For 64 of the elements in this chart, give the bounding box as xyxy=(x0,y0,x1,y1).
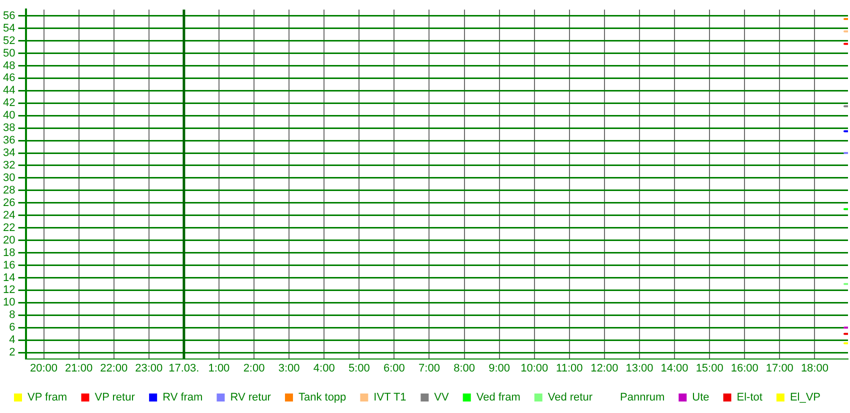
y-tick-label: 6 xyxy=(9,322,16,334)
x-tick-label: 1:00 xyxy=(208,362,230,374)
legend-label: Ved retur xyxy=(548,392,593,404)
y-tick-label: 32 xyxy=(2,160,16,172)
y-tick-label: 40 xyxy=(2,110,16,122)
x-tick-label: 22:00 xyxy=(100,362,128,374)
y-tick-label: 8 xyxy=(9,309,16,322)
x-tick-label: 9:00 xyxy=(488,362,510,374)
legend-label: Ute xyxy=(692,392,710,404)
y-tick-label: 54 xyxy=(2,22,16,34)
text: Pannrum xyxy=(620,392,665,404)
y-tick-label: 22 xyxy=(2,222,16,234)
legend-label: RV fram xyxy=(162,392,203,404)
x-tick-label: 7:00 xyxy=(418,362,440,374)
x-tick-label: 4:00 xyxy=(313,362,335,374)
legend-label: VP fram xyxy=(28,392,68,404)
y-tick-label: 44 xyxy=(2,84,16,97)
y-tick-label: 34 xyxy=(2,147,16,160)
legend-label: VV xyxy=(434,392,450,404)
y-tick-label: 24 xyxy=(2,209,16,222)
x-tick-label: 2:00 xyxy=(243,362,265,374)
y-tick-label: 16 xyxy=(2,259,16,272)
x-tick-label: 18:00 xyxy=(800,362,828,374)
y-tick-label: 28 xyxy=(2,184,16,196)
x-tick-label: 17:00 xyxy=(766,362,794,374)
legend-label: IVT T1 xyxy=(374,392,406,404)
x-tick-label: 3:00 xyxy=(278,362,300,374)
y-tick-label: 14 xyxy=(2,272,16,284)
x-tick-label: 8:00 xyxy=(454,362,475,374)
y-tick-label: 36 xyxy=(2,134,16,147)
x-tick-label: 5:00 xyxy=(348,362,370,374)
x-tick-label: 21:00 xyxy=(65,362,93,374)
x-tick-label: 20:00 xyxy=(30,362,58,374)
y-tick-label: 50 xyxy=(2,47,16,60)
y-tick-label: 20 xyxy=(2,234,16,246)
legend-label: El-tot xyxy=(736,392,762,404)
x-tick-label: 17.03. xyxy=(168,362,200,374)
y-tick-label: 26 xyxy=(2,196,16,209)
x-tick-label: 10:00 xyxy=(520,362,548,374)
x-tick-label: 11:00 xyxy=(556,362,583,374)
y-tick-label: 42 xyxy=(2,97,16,110)
y-tick-label: 12 xyxy=(2,284,16,296)
x-tick-label: 12:00 xyxy=(590,362,618,374)
x-tick-label: 13:00 xyxy=(626,362,654,374)
y-tick-label: 10 xyxy=(2,296,16,309)
y-tick-label: 2 xyxy=(9,346,16,359)
y-tick-label: 52 xyxy=(2,34,16,47)
x-tick-label: 6:00 xyxy=(383,362,405,374)
y-tick-label: 18 xyxy=(2,246,16,259)
y-tick-label: 46 xyxy=(2,72,16,84)
legend-label: VP retur xyxy=(94,392,136,404)
x-tick-label: 23:00 xyxy=(135,362,163,374)
legend-label: Ved fram xyxy=(476,392,520,404)
legend-label: El_VP xyxy=(790,392,821,404)
x-tick-label: 15:00 xyxy=(696,362,724,374)
legend-label: Tank topp xyxy=(298,392,346,404)
x-tick-label: 14:00 xyxy=(660,362,688,374)
y-tick-label: 48 xyxy=(2,60,16,72)
y-tick-label: 38 xyxy=(2,122,16,134)
legend-label: RV retur xyxy=(230,392,272,404)
x-tick-label: 16:00 xyxy=(730,362,758,374)
y-tick-label: 30 xyxy=(2,172,16,184)
y-tick-label: 56 xyxy=(2,10,16,22)
y-tick-label: 4 xyxy=(9,334,16,346)
